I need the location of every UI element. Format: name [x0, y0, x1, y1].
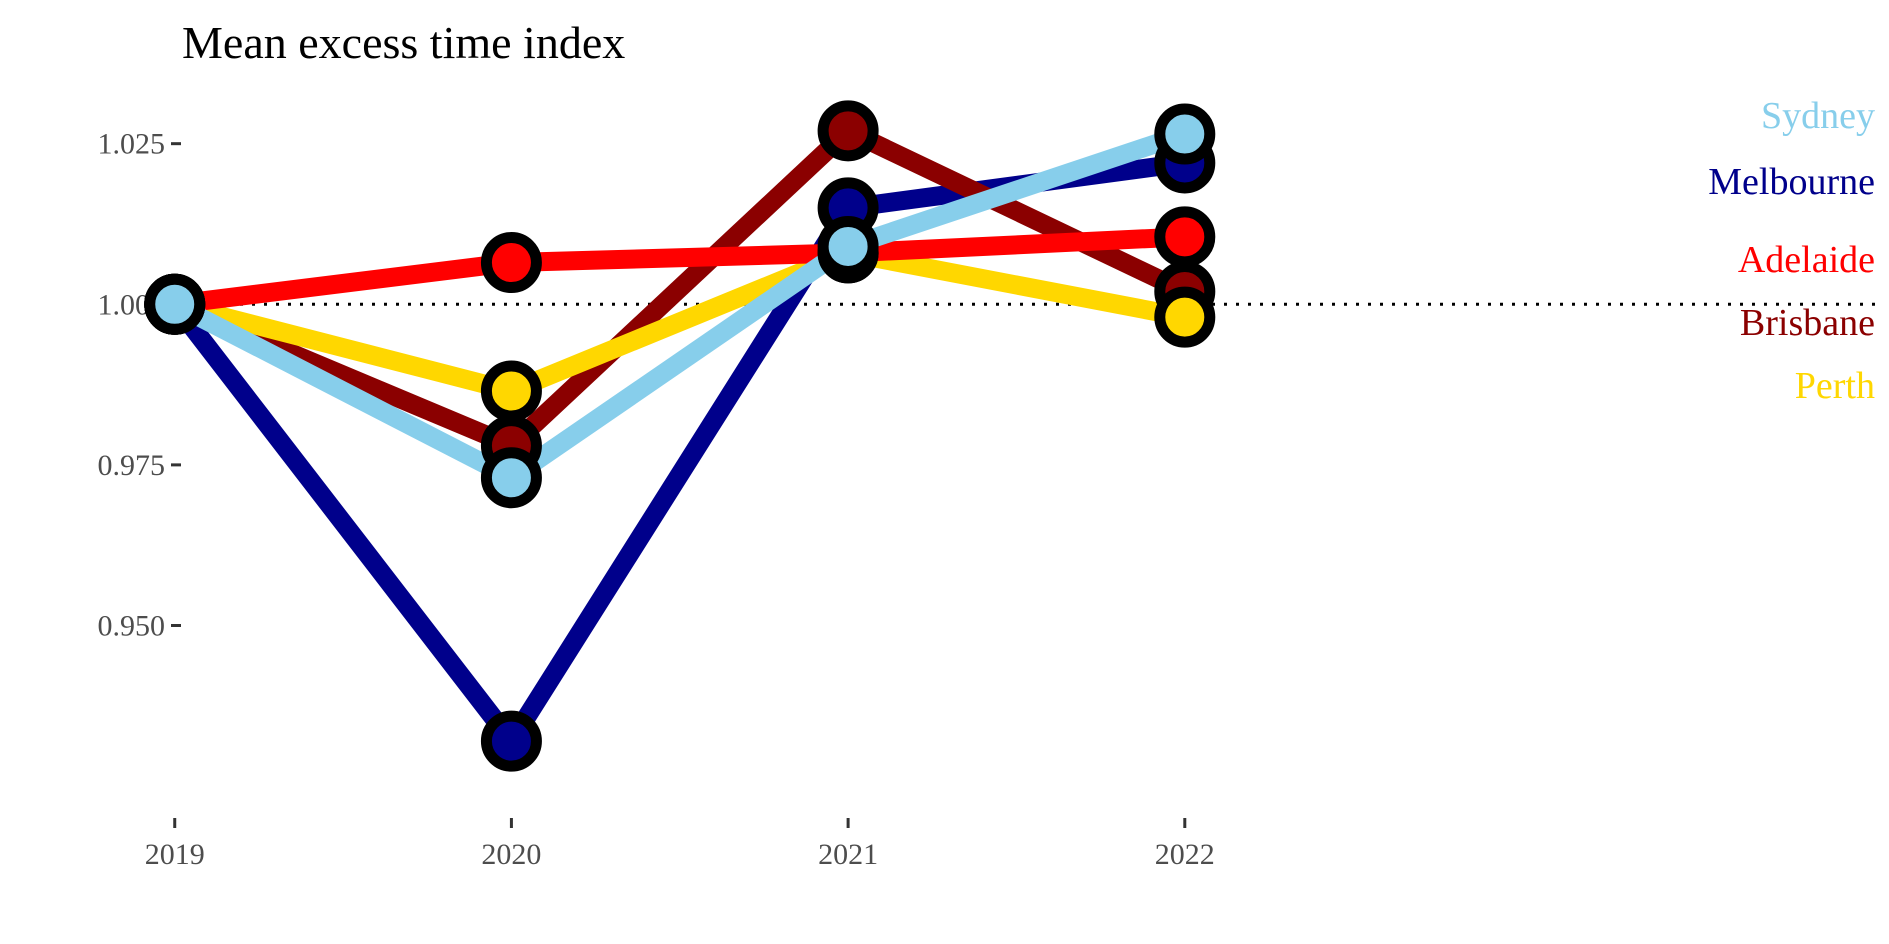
y-tick-label: 1.025 [98, 128, 166, 161]
data-point-perth-2020 [480, 360, 542, 422]
y-tick-label: 0.950 [98, 609, 166, 642]
data-point-sydney-2022 [1154, 103, 1216, 165]
series-label-melbourne: Melbourne [1708, 161, 1875, 203]
data-point-perth-2022 [1154, 286, 1216, 348]
series-line-brisbane [171, 119, 1189, 457]
series-line-adelaide [173, 227, 1186, 314]
data-point-sydney-2020 [480, 447, 542, 509]
data-point-sydney-2019 [144, 273, 206, 335]
series-points [144, 100, 1216, 772]
data-point-sydney-2021 [817, 215, 879, 277]
series-lines [167, 119, 1189, 758]
chart-title: Mean excess time index [182, 17, 625, 68]
series-label-adelaide: Adelaide [1738, 239, 1875, 281]
x-tick-label: 2019 [145, 838, 205, 871]
series-line-sydney [170, 125, 1188, 489]
data-point-melbourne-2020 [480, 710, 542, 772]
series-label-brisbane: Brisbane [1740, 302, 1875, 344]
x-tick-label: 2022 [1155, 838, 1215, 871]
series-label-perth: Perth [1795, 365, 1875, 407]
x-tick-label: 2020 [481, 838, 541, 871]
series-labels: Sydney Melbourne Adelaide Brisbane Perth [1708, 95, 1875, 407]
series-line-perth [172, 243, 1187, 401]
x-tick-label: 2021 [818, 838, 878, 871]
y-tick-label: 0.975 [98, 449, 166, 482]
data-point-adelaide-2022 [1154, 206, 1216, 268]
series-label-sydney: Sydney [1761, 95, 1875, 137]
data-point-brisbane-2021 [817, 100, 879, 162]
data-point-adelaide-2020 [480, 232, 542, 294]
x-axis: 2019 2020 2021 2022 [145, 818, 1215, 871]
